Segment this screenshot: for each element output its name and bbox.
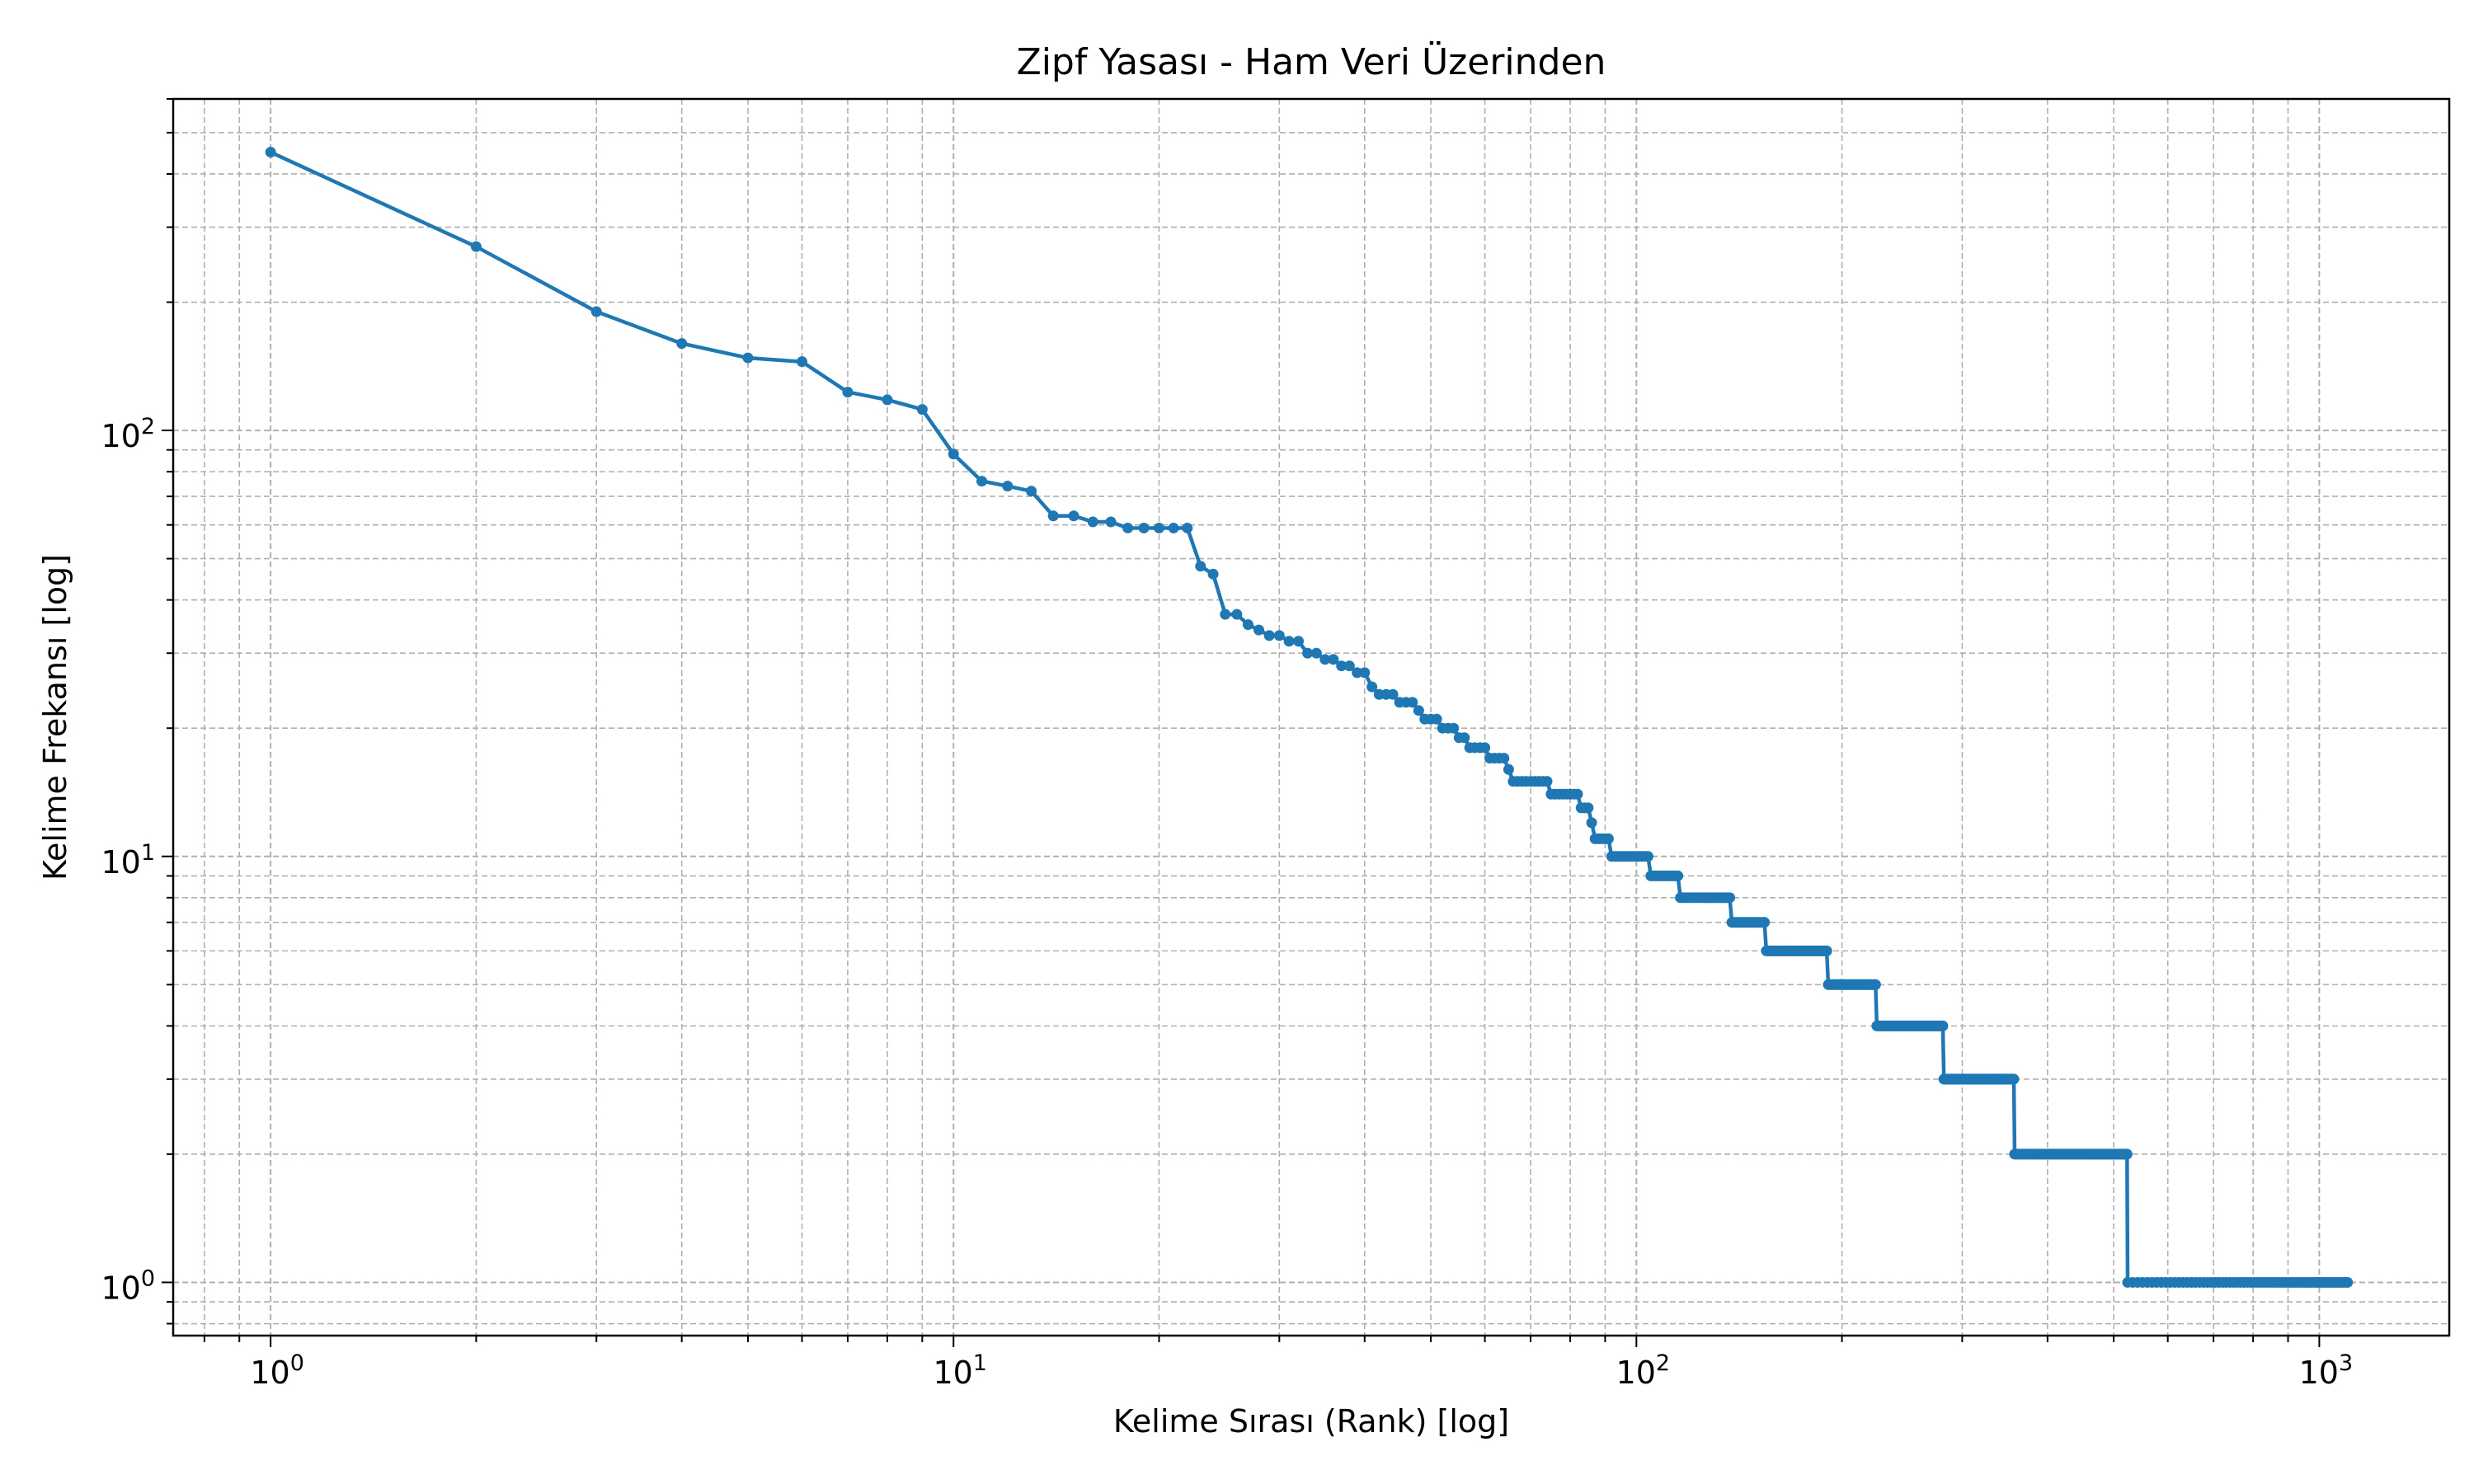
data-point — [1431, 713, 1442, 725]
y-tick-label: 100 — [101, 1266, 155, 1306]
data-point — [1757, 917, 1768, 928]
data-point — [1182, 522, 1193, 533]
data-point — [2121, 1148, 2133, 1160]
y-tick-label-base: 10 — [101, 418, 140, 454]
x-tick-label-base: 10 — [250, 1355, 289, 1391]
data-point — [1936, 1020, 1948, 1031]
data-point — [1273, 630, 1285, 641]
y-tick-label-exponent: 2 — [141, 414, 155, 439]
data-point — [1293, 636, 1305, 647]
y-tick-label-base: 10 — [101, 1270, 140, 1306]
data-point — [1087, 516, 1098, 528]
data-point — [470, 241, 482, 252]
data-point — [1722, 892, 1733, 904]
data-point — [1168, 522, 1179, 533]
data-point — [1503, 763, 1514, 775]
data-point — [1448, 722, 1460, 734]
data-point — [882, 394, 893, 406]
data-point — [2007, 1073, 2019, 1085]
x-tick-label-base: 10 — [1616, 1355, 1656, 1391]
data-point — [1869, 979, 1880, 990]
data-point — [1195, 561, 1206, 572]
y-tick-label: 101 — [101, 840, 155, 881]
y-tick-label: 102 — [101, 414, 155, 454]
series-markers — [265, 147, 2354, 1288]
data-point — [976, 476, 988, 487]
data-point — [1207, 568, 1219, 580]
y-tick-label-exponent: 0 — [141, 1266, 155, 1291]
data-point — [1569, 788, 1580, 800]
data-point — [1819, 945, 1831, 956]
data-point — [797, 356, 808, 368]
y-tick-label-base: 10 — [101, 844, 140, 881]
data-point — [1669, 870, 1681, 881]
data-point — [1319, 654, 1331, 665]
data-point — [1537, 776, 1549, 787]
data-point — [1599, 833, 1611, 844]
x-tick-label-base: 10 — [933, 1355, 972, 1391]
data-point — [742, 352, 754, 364]
data-point — [916, 404, 928, 416]
data-point — [1366, 681, 1378, 693]
x-tick-label: 101 — [933, 1350, 987, 1391]
data-point — [1122, 522, 1134, 533]
data-point — [676, 338, 688, 350]
data-point — [1002, 481, 1014, 492]
data-point — [1231, 608, 1243, 620]
data-point — [1579, 802, 1591, 814]
chart-title: Zipf Yasası - Ham Veri Üzerinden — [1017, 40, 1606, 83]
x-tick-label-exponent: 3 — [2339, 1350, 2353, 1376]
data-point — [842, 387, 854, 398]
y-tick-label-exponent: 1 — [141, 840, 155, 866]
series-layer — [265, 147, 2354, 1288]
data-point — [1479, 742, 1491, 754]
data-point — [1105, 516, 1117, 528]
data-point — [1138, 522, 1150, 533]
data-point — [1343, 660, 1355, 672]
data-point — [1336, 660, 1348, 672]
data-point — [1561, 788, 1573, 800]
data-point — [1639, 851, 1651, 862]
tick-marks — [162, 98, 2321, 1347]
data-point — [1310, 647, 1322, 659]
data-point — [1413, 705, 1424, 716]
data-point — [1328, 654, 1339, 665]
data-point — [1521, 776, 1532, 787]
data-point — [1459, 732, 1470, 744]
data-point — [1068, 510, 1079, 522]
data-point — [1220, 608, 1231, 620]
data-point — [1302, 647, 1314, 659]
data-point — [1407, 697, 1418, 708]
data-point — [2340, 1276, 2351, 1288]
x-tick-label-base: 10 — [2299, 1355, 2339, 1391]
data-point — [1283, 636, 1295, 647]
x-axis-label: Kelime Sırası (Rank) [log] — [1113, 1403, 1509, 1439]
x-tick-label: 100 — [250, 1350, 304, 1391]
data-point — [1154, 522, 1165, 533]
y-axis-label: Kelime Frekansı [log] — [37, 554, 73, 881]
x-tick-label-exponent: 2 — [1656, 1350, 1670, 1376]
x-tick-label: 103 — [2299, 1350, 2354, 1391]
data-point — [1359, 667, 1371, 679]
data-point — [265, 147, 276, 158]
data-point — [1387, 688, 1399, 700]
data-point — [590, 306, 602, 317]
data-point — [1047, 510, 1059, 522]
data-point — [1242, 619, 1253, 631]
data-point — [1026, 486, 1037, 497]
x-tick-label-exponent: 1 — [973, 1350, 987, 1376]
data-point — [1498, 753, 1510, 764]
x-tick-label-exponent: 0 — [290, 1350, 304, 1376]
data-point — [1352, 667, 1363, 679]
x-tick-label: 102 — [1616, 1350, 1671, 1391]
data-point — [1586, 817, 1597, 829]
data-point — [1253, 624, 1265, 636]
data-point — [948, 448, 959, 460]
data-point — [1263, 630, 1275, 641]
plot-frame — [172, 97, 2451, 1337]
